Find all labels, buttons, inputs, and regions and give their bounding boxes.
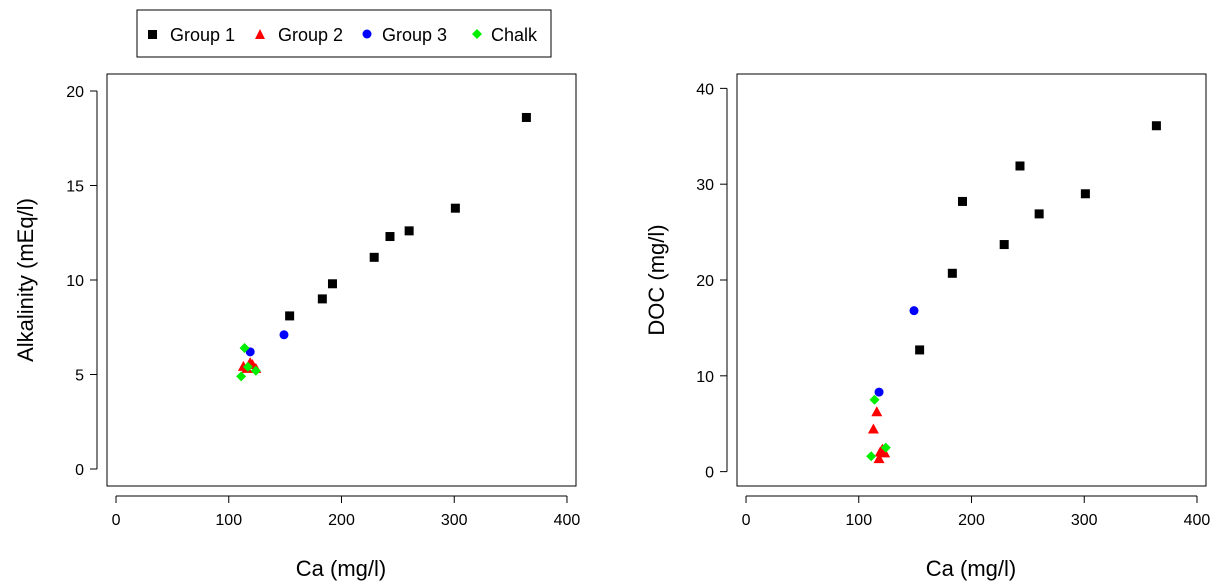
y-axis-title: DOC (mg/l) — [644, 224, 669, 335]
legend-box — [136, 9, 552, 58]
x-tick-label: 400 — [554, 512, 581, 529]
plot-frame — [736, 73, 1207, 487]
group-2-point — [867, 423, 879, 434]
group-1-point — [385, 232, 395, 242]
y-tick-label: 20 — [696, 273, 714, 290]
y-tick-label: 40 — [696, 81, 714, 98]
legend-square-marker — [148, 30, 157, 39]
legend-label-group-2: Group 2 — [278, 25, 343, 45]
chalk-point — [242, 361, 253, 372]
x-tick-label: 400 — [1184, 512, 1211, 529]
legend-entry-group-3: Group 3 — [362, 25, 447, 45]
chalk-point — [239, 343, 250, 354]
y-axis: 0 10 20 30 40 — [696, 81, 728, 482]
data-points — [866, 121, 1161, 464]
group-1-point — [999, 240, 1009, 250]
group-1-point — [1034, 209, 1044, 219]
x-axis: 0 100 200 300 400 — [742, 495, 1211, 529]
y-tick-label: 0 — [705, 465, 714, 482]
y-tick-label: 30 — [696, 177, 714, 194]
y-tick-label: 5 — [75, 367, 84, 384]
group-1-point — [521, 112, 531, 122]
x-axis: 0 100 200 300 400 — [112, 495, 581, 529]
y-tick-label: 0 — [75, 462, 84, 479]
group-1-point — [947, 268, 957, 278]
y-axis-title: Alkalinity (mEq/l) — [13, 198, 38, 362]
legend-entry-chalk: Chalk — [472, 25, 538, 45]
y-tick-label: 10 — [696, 369, 714, 386]
group-3-point — [909, 306, 919, 316]
chalk-point — [869, 394, 880, 405]
legend-label-chalk: Chalk — [491, 25, 538, 45]
chalk-point — [866, 451, 877, 462]
legend: Group 1 Group 2 Group 3 Chalk — [136, 9, 552, 58]
doc-plot: 0 10 20 30 40 0 100 200 300 400 Ca (mg/l) DOC (m… — [644, 73, 1211, 581]
group-1-point — [1151, 121, 1161, 131]
x-tick-label: 0 — [112, 512, 121, 529]
group-1-point — [404, 226, 414, 236]
group-1-point — [369, 252, 379, 262]
y-tick-label: 20 — [66, 84, 84, 101]
x-axis-title: Ca (mg/l) — [926, 556, 1016, 581]
legend-circle-marker — [362, 29, 372, 39]
alkalinity-plot: 0 5 10 15 20 0 100 200 300 400 Ca (mg/l) Alkalin… — [13, 73, 581, 581]
group-2-point — [879, 447, 891, 458]
chalk-point — [236, 371, 247, 382]
x-tick-label: 0 — [742, 512, 751, 529]
y-axis: 0 5 10 15 20 — [66, 84, 98, 479]
group-1-point — [327, 279, 337, 289]
group-1-point — [285, 311, 295, 321]
group-1-point — [317, 294, 327, 304]
group-3-point — [279, 330, 289, 340]
legend-label-group-3: Group 3 — [382, 25, 447, 45]
x-tick-label: 200 — [328, 512, 355, 529]
plot-frame — [106, 73, 577, 487]
group-1-point — [915, 345, 925, 355]
x-tick-label: 300 — [1071, 512, 1098, 529]
x-tick-label: 100 — [845, 512, 872, 529]
chalk-point — [250, 365, 261, 376]
legend-diamond-marker — [472, 29, 482, 39]
x-tick-label: 200 — [958, 512, 985, 529]
group-3-point — [874, 387, 884, 397]
group-1-point — [1080, 189, 1090, 199]
data-points — [236, 112, 531, 382]
group-2-point — [873, 453, 885, 464]
x-tick-label: 100 — [215, 512, 242, 529]
group-2-point — [871, 406, 883, 417]
group-1-point — [957, 196, 967, 206]
chalk-point — [880, 442, 891, 453]
x-tick-label: 300 — [441, 512, 468, 529]
x-axis-title: Ca (mg/l) — [296, 556, 386, 581]
legend-entry-group-2: Group 2 — [255, 25, 343, 45]
group-1-point — [1015, 161, 1025, 171]
y-tick-label: 15 — [66, 179, 84, 196]
legend-entry-group-1: Group 1 — [148, 25, 235, 45]
legend-triangle-marker — [255, 29, 265, 39]
group-1-point — [450, 203, 460, 213]
legend-label-group-1: Group 1 — [170, 25, 235, 45]
y-tick-label: 10 — [66, 273, 84, 290]
